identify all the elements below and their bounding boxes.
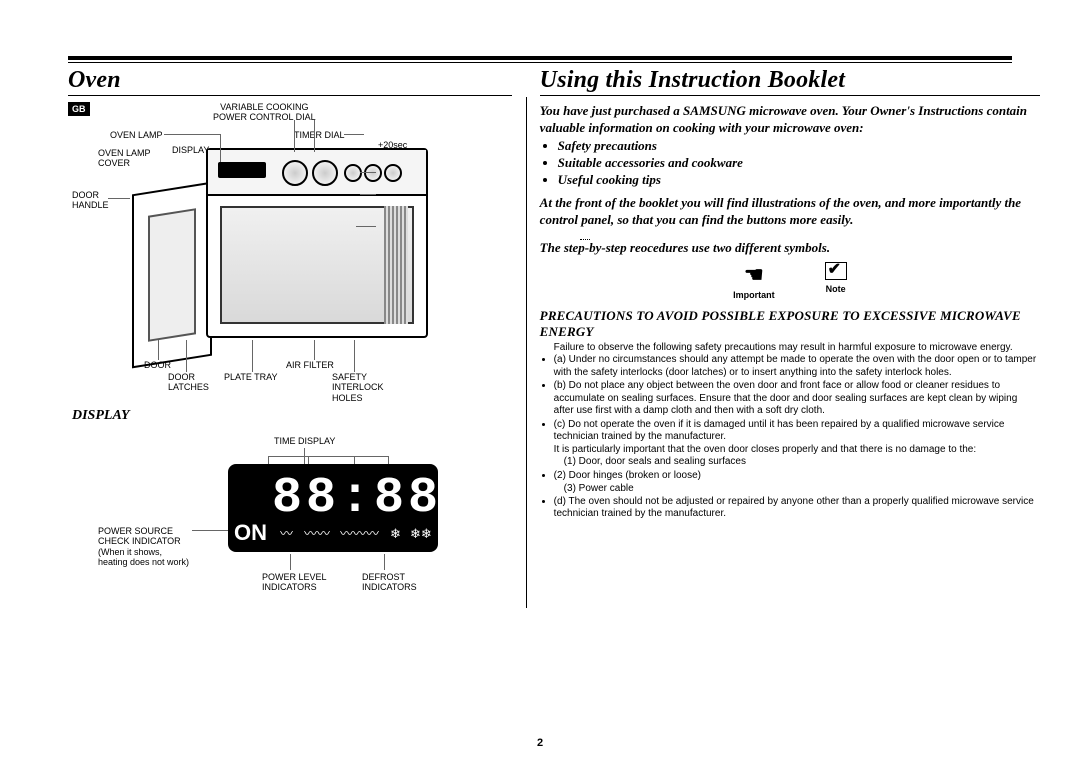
intro-text-3: The step-by-step reocedures use two diff…	[540, 239, 1040, 256]
display-heading: DISPLAY	[72, 408, 512, 424]
label-power-source: POWER SOURCECHECK INDICATOR(When it show…	[98, 526, 189, 567]
defrost-icon: ❄❄	[410, 526, 432, 542]
wave-icon: 〰	[280, 523, 293, 542]
oven-heading: Oven	[68, 67, 512, 96]
bullet-item: Safety precautions	[558, 138, 1040, 154]
precautions-body: Failure to observe the following safety …	[540, 342, 1040, 521]
label-door-latches: DOORLATCHES	[168, 372, 209, 393]
wave-icon: 〰〰〰	[340, 523, 379, 542]
label-timer-dial: TIMER DIAL	[294, 130, 345, 140]
display-diagram: TIME DISPLAY 88:88 ON 〰 〰〰 〰〰〰 ❄ ❄❄ POWE…	[68, 428, 512, 618]
prec-c-text1: (c) Do not operate the oven if it is dam…	[554, 419, 1005, 443]
right-column: Using this Instruction Booklet You have …	[540, 67, 1040, 618]
oven-body	[206, 148, 428, 338]
prec-item-b: (b) Do not place any object between the …	[554, 380, 1040, 418]
hand-icon: ☚	[733, 262, 775, 288]
label-power-level: POWER LEVELINDICATORS	[262, 572, 327, 593]
left-column: Oven GB VARIABLE COOKINGPOWER CONTROL DI…	[68, 67, 512, 618]
precautions-heading: PRECAUTIONS TO AVOID POSSIBLE EXPOSURE T…	[540, 308, 1040, 340]
prec-item-d: (d) The oven should not be adjusted or r…	[554, 496, 1040, 521]
column-divider	[526, 97, 527, 608]
label-plate-tray: PLATE TRAY	[224, 372, 278, 382]
wave-icon: 〰〰	[304, 523, 330, 542]
bullet-item: Suitable accessories and cookware	[558, 155, 1040, 171]
symbol-note: Note	[825, 262, 847, 300]
oven-diagram: GB VARIABLE COOKINGPOWER CONTROL DIAL OV…	[68, 102, 512, 402]
on-indicator: ON	[234, 520, 267, 546]
defrost-icon: ❄	[390, 526, 401, 542]
label-oven-lamp-cover: OVEN LAMPCOVER	[98, 148, 151, 169]
booklet-heading: Using this Instruction Booklet	[540, 67, 1040, 96]
label-time-display: TIME DISPLAY	[274, 436, 335, 446]
label-defrost: DEFROSTINDICATORS	[362, 572, 417, 593]
check-icon	[825, 262, 847, 280]
page-number: 2	[0, 737, 1080, 749]
gb-badge: GB	[68, 102, 90, 116]
intro-text-2: At the front of the booklet you will fin…	[540, 194, 1040, 228]
label-oven-lamp: OVEN LAMP	[110, 130, 163, 140]
label-air-filter: AIR FILTER	[286, 360, 334, 370]
symbol-label: Important	[733, 290, 775, 300]
symbol-important: ☚ Important	[733, 262, 775, 300]
label-safety-holes: SAFETYINTERLOCKHOLES	[332, 372, 384, 403]
seven-segment: 88:88	[272, 470, 442, 527]
prec-c-sub1: (1) Door, door seals and sealing surface…	[564, 456, 1040, 469]
label-door-handle: DOORHANDLE	[72, 190, 109, 211]
display-panel: 88:88 ON 〰 〰〰 〰〰〰 ❄ ❄❄	[228, 464, 438, 552]
oven-door	[132, 182, 212, 369]
intro-text-1: You have just purchased a SAMSUNG microw…	[540, 102, 1040, 136]
label-display: DISPLAY	[172, 145, 209, 155]
symbol-label: Note	[826, 284, 846, 294]
prec-c-sub3: (3) Power cable	[564, 483, 1040, 496]
prec-c-sub2: (2) Door hinges (broken or loose)	[554, 470, 1040, 483]
page: Oven GB VARIABLE COOKINGPOWER CONTROL DI…	[0, 0, 1080, 763]
prec-c-text2: It is particularly important that the ov…	[554, 444, 976, 455]
prec-item-c: (c) Do not operate the oven if it is dam…	[554, 419, 1040, 469]
prec-intro: Failure to observe the following safety …	[554, 342, 1040, 355]
label-door: DOOR	[144, 360, 171, 370]
margin-bullet	[580, 239, 590, 240]
top-rule	[68, 56, 1012, 63]
bullet-item: Useful cooking tips	[558, 172, 1040, 188]
intro-bullets: Safety precautions Suitable accessories …	[558, 138, 1040, 188]
symbol-row: ☚ Important Note	[540, 262, 1040, 300]
label-variable-dial: VARIABLE COOKINGPOWER CONTROL DIAL	[213, 102, 316, 123]
prec-item-a: (a) Under no circumstances should any at…	[554, 354, 1040, 379]
